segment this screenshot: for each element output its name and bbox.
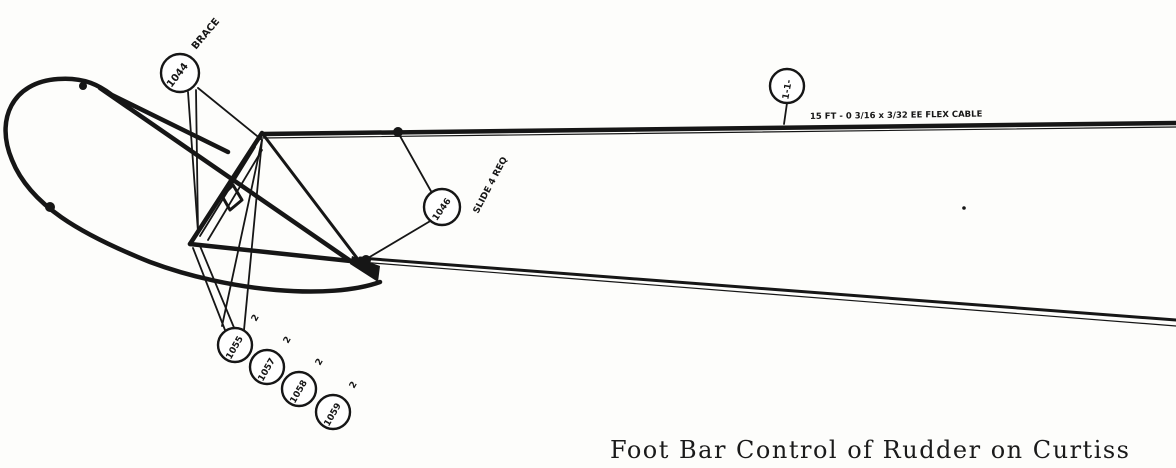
leader-lower-b: [199, 245, 236, 331]
leader-middle-a: [399, 135, 433, 194]
callout-bubble-lower-2: [248, 348, 286, 386]
upper-slide-dot: [393, 127, 403, 137]
foot-bar-inner-b: [207, 149, 263, 241]
callout-bubble-lower-4: [314, 393, 352, 431]
rudder-bar-diagonal: [97, 85, 355, 265]
upper-cable: [259, 120, 1176, 137]
callout-bubble-slide: [422, 187, 462, 227]
leader-cable: [783, 102, 788, 125]
callout-note-slide: SLIDE 4 REQ: [472, 155, 510, 215]
upper-cable-shadow: [261, 126, 1176, 139]
callout-note-lower-3: 2: [314, 357, 326, 367]
foot-bar-gusset: [220, 183, 244, 212]
rudder-hinge-dot: [45, 202, 55, 212]
rudder-outline: [3, 76, 383, 294]
callout-bubble-brace: [159, 52, 201, 94]
lower-cable-shadow: [359, 261, 1176, 327]
lower-pivot-fitting: [350, 256, 380, 282]
callout-note-lower-2: 2: [282, 335, 294, 345]
callout-bubble-lower-3: [280, 370, 318, 408]
foot-bar-bottom: [187, 241, 363, 265]
figure-caption: Foot Bar Control of Rudder on Curtiss: [610, 436, 1131, 464]
callout-note-lower-1: 2: [250, 313, 262, 323]
callout-bubble-lower-1: [216, 326, 254, 364]
callout-note-lower-4: 2: [348, 380, 360, 390]
callout-bubble-cable: [768, 67, 806, 105]
callout-note-brace: BRACE: [190, 16, 222, 52]
leader-top-left-b: [187, 91, 199, 233]
foot-bar-upper-left: [187, 130, 265, 247]
callout-bubble-cable-text: 1-1-: [781, 79, 794, 101]
leader-lower-a: [192, 247, 226, 331]
foot-bar-right: [260, 131, 362, 264]
stray-speck: [962, 206, 966, 210]
lower-cable: [358, 256, 1176, 322]
rudder-top-dot: [79, 82, 87, 90]
leader-top-left-a: [197, 87, 263, 141]
foot-bar-vertical: [195, 89, 199, 233]
leader-lower-c: [221, 139, 263, 327]
leader-middle-b: [367, 219, 433, 259]
callout-note-cable: 15 FT - 0 3/16 x 3/32 EE FLEX CABLE: [810, 110, 983, 122]
leader-lower-d: [243, 139, 263, 331]
